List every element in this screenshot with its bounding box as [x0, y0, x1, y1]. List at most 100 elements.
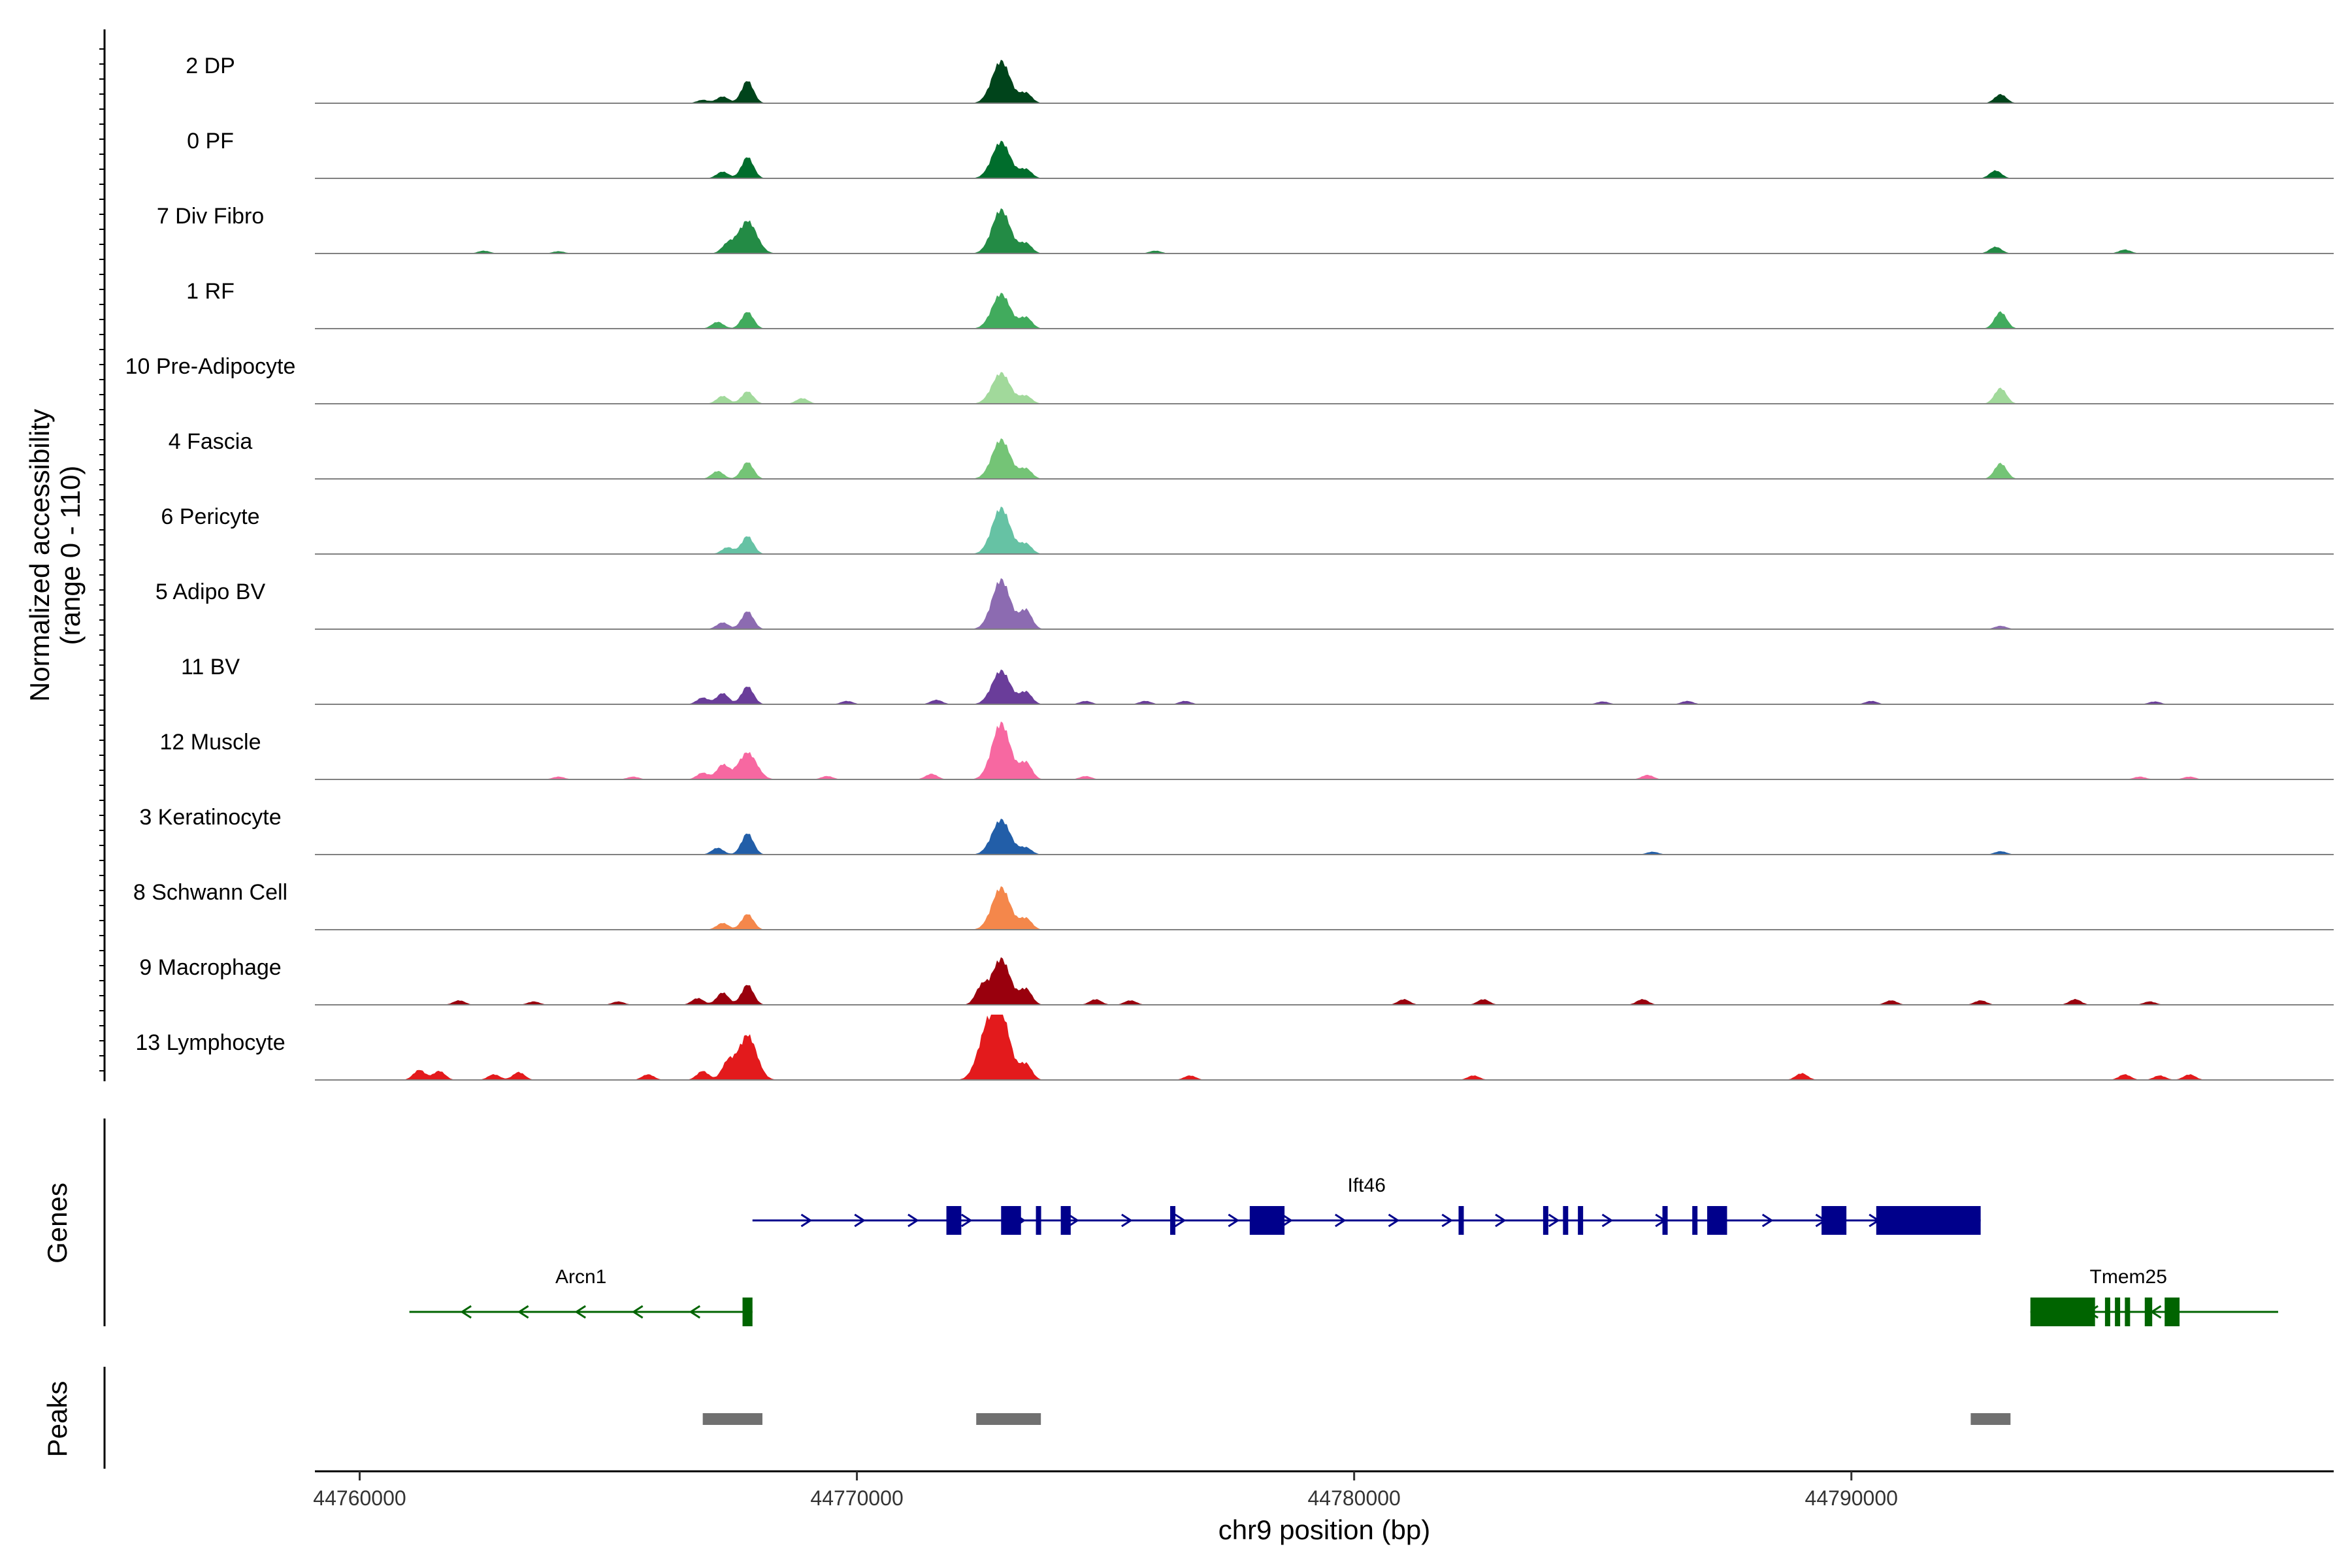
track-label-7: 5 Adipo BV	[155, 580, 266, 604]
gene-arrow-0-4	[960, 1213, 973, 1228]
track-signal-12	[315, 957, 2334, 1005]
peak-region-2	[1970, 1413, 2011, 1425]
track-signal-6	[315, 506, 2334, 554]
coverage-panel: Normalized accessibility (range 0 - 110)…	[24, 29, 2334, 1081]
gene-exon-0-12	[1707, 1206, 1727, 1235]
track-signal-11	[315, 886, 2334, 930]
track-signal-3	[315, 293, 2334, 329]
track-signal-1	[315, 140, 2334, 178]
track-label-6: 6 Pericyte	[161, 504, 259, 529]
track-label-13: 13 Lymphocyte	[135, 1030, 285, 1055]
gene-arrow-0-11	[1335, 1213, 1347, 1228]
gene-exon-0-9	[1578, 1206, 1584, 1235]
gene-arrow-1-2	[517, 1305, 529, 1319]
gene-exon-0-7	[1543, 1206, 1548, 1235]
gene-arrow-1-1	[460, 1305, 472, 1319]
gene-arrow-0-13	[1441, 1213, 1454, 1228]
peaks-panel: Peaks	[42, 1367, 2011, 1469]
gene-arrow-0-12	[1388, 1213, 1400, 1228]
gene-exon-2-0	[2030, 1298, 2095, 1326]
gene-arrow-1-5	[689, 1305, 701, 1319]
peak-region-0	[702, 1413, 762, 1425]
track-signal-7	[315, 578, 2334, 629]
gene-exon-0-1	[1001, 1206, 1021, 1235]
gene-0: Ift46	[752, 1175, 1981, 1235]
gene-exon-1-0	[742, 1298, 753, 1326]
genes-panel: Genes Ift46 Arcn1 Tmem25	[42, 1119, 2278, 1326]
track-signal-8	[315, 669, 2334, 704]
gene-label-2: Tmem25	[2090, 1266, 2167, 1288]
gene-exon-0-3	[1060, 1206, 1071, 1235]
x-ticks: 44760000 44770000 44780000 44790000	[313, 1471, 1898, 1510]
gene-arrow-0-8	[1174, 1213, 1186, 1228]
track-label-4: 10 Pre-Adipocyte	[125, 354, 296, 379]
gene-exon-0-11	[1692, 1206, 1698, 1235]
x-tick-label-1: 44770000	[810, 1486, 903, 1510]
gene-exon-0-2	[1036, 1206, 1041, 1235]
track-10: 3 Keratinocyte	[139, 805, 2334, 855]
gene-arrow-1-4	[631, 1305, 644, 1319]
track-signal-9	[315, 721, 2334, 779]
gene-exon-2-5	[2164, 1298, 2180, 1326]
track-12: 9 Macrophage	[139, 955, 2334, 1005]
gene-arrow-0-3	[907, 1213, 919, 1228]
genes-panel-title: Genes	[42, 1183, 73, 1264]
gene-label-1: Arcn1	[555, 1266, 606, 1288]
track-label-8: 11 BV	[181, 655, 240, 679]
peaks-panel-title: Peaks	[42, 1381, 73, 1458]
gene-exon-0-14	[1876, 1206, 1981, 1235]
track-5: 4 Fascia	[169, 429, 2334, 480]
track-label-0: 2 DP	[186, 54, 235, 78]
track-6: 6 Pericyte	[161, 504, 2334, 555]
track-label-11: 8 Schwann Cell	[133, 880, 287, 905]
gene-exon-2-4	[2144, 1298, 2153, 1326]
gene-exon-0-0	[946, 1206, 962, 1235]
track-label-3: 1 RF	[186, 279, 235, 304]
track-label-1: 0 PF	[187, 129, 234, 154]
track-signal-0	[315, 59, 2334, 103]
coverage-y-title-line1: Normalized accessibility	[24, 409, 55, 702]
track-label-10: 3 Keratinocyte	[139, 805, 281, 830]
x-tick-label-0: 44760000	[313, 1486, 406, 1510]
track-label-12: 9 Macrophage	[139, 955, 281, 980]
track-signal-5	[315, 438, 2334, 479]
gene-2: Tmem25	[2030, 1266, 2278, 1326]
track-7: 5 Adipo BV	[155, 578, 2334, 630]
track-11: 8 Schwann Cell	[133, 880, 2334, 930]
gene-arrow-0-19	[1761, 1213, 1774, 1228]
gene-arrow-0-16	[1601, 1213, 1614, 1228]
track-signal-4	[315, 372, 2334, 404]
gene-arrow-0-10	[1281, 1213, 1293, 1228]
gene-exon-2-2	[2115, 1298, 2121, 1326]
gene-exon-2-1	[2104, 1298, 2110, 1326]
gene-exon-0-8	[1563, 1206, 1569, 1235]
x-axis: 44760000 44770000 44780000 44790000 chr9 po…	[313, 1470, 2334, 1545]
gene-exon-2-3	[2125, 1298, 2131, 1326]
track-label-2: 7 Div Fibro	[157, 204, 264, 229]
gene-arrow-0-7	[1121, 1213, 1133, 1228]
x-axis-title: chr9 position (bp)	[1218, 1514, 1431, 1545]
track-9: 12 Muscle	[160, 721, 2334, 780]
gene-exon-0-13	[1821, 1206, 1847, 1235]
gene-label-0: Ift46	[1348, 1175, 1386, 1196]
track-signal-10	[315, 819, 2334, 855]
track-2: 7 Div Fibro	[157, 204, 2334, 254]
track-0: 2 DP	[186, 54, 2334, 104]
x-tick-label-3: 44790000	[1805, 1486, 1898, 1510]
gene-exon-0-10	[1662, 1206, 1668, 1235]
gene-arrow-1-3	[574, 1305, 586, 1319]
track-signal-13	[315, 1015, 2334, 1080]
gene-1: Arcn1	[409, 1266, 753, 1326]
track-3: 1 RF	[186, 279, 2334, 329]
track-4: 10 Pre-Adipocyte	[125, 354, 2334, 404]
coverage-tracks: 2 DP 0 PF 7 Div Fibro 1 RF 10 Pre-Adipocyte 4…	[125, 54, 2334, 1081]
gene-models: Ift46 Arcn1 Tmem25	[409, 1175, 2278, 1326]
gene-arrow-0-9	[1228, 1213, 1240, 1228]
gene-arrow-0-6	[1068, 1213, 1079, 1228]
track-1: 0 PF	[187, 129, 2334, 179]
gene-arrow-0-2	[854, 1213, 866, 1228]
gene-arrow-0-15	[1548, 1213, 1560, 1228]
gene-exon-0-4	[1170, 1206, 1176, 1235]
x-tick-label-2: 44780000	[1307, 1486, 1400, 1510]
